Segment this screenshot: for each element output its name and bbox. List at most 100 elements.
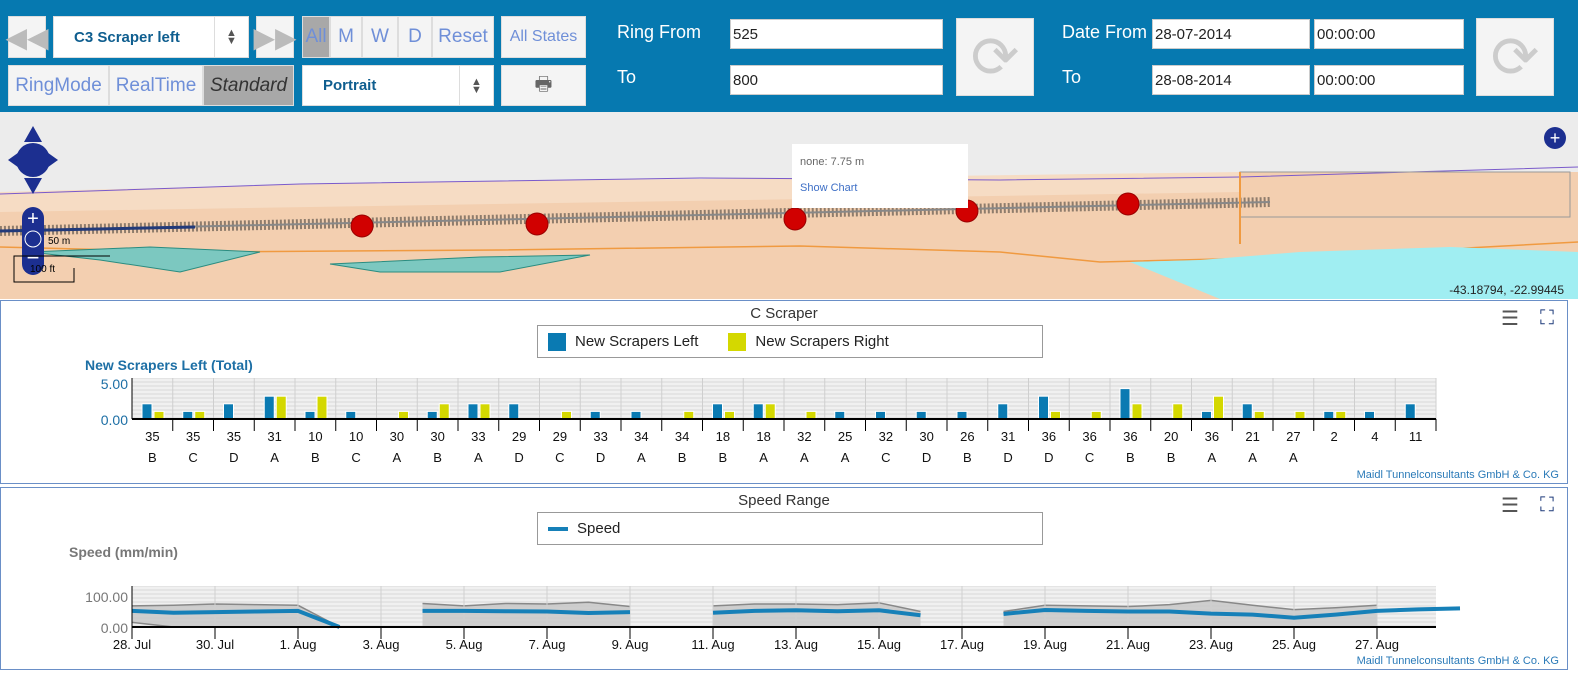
scale-bar-ft — [13, 264, 75, 283]
scraper-marker[interactable] — [350, 214, 374, 238]
bar-chart: 0.00 5.00 35 B 35 C 35 D 31 A 10 B 10 C 30 A 30 B 33 A 29 D 29… — [101, 376, 1437, 465]
refresh-ring-button[interactable]: ⟳ — [956, 18, 1034, 96]
bar — [438, 403, 450, 420]
scraper-marker[interactable] — [783, 207, 807, 231]
select-arrows-icon: ▲ ▼ — [459, 66, 493, 105]
x-tick-label: 18 — [756, 429, 770, 444]
ring-from-input[interactable] — [730, 19, 943, 49]
refresh-icon: ⟳ — [970, 25, 1020, 90]
previous-button[interactable]: ◀◀ — [5, 16, 49, 58]
legend-left-label[interactable]: New Scrapers Left — [575, 333, 699, 350]
date-from-input[interactable] — [1152, 19, 1310, 49]
line-chart: 28. Jul 30. Jul 1. Aug 3. Aug 5. Aug 7. Aug 9.… — [85, 586, 1461, 652]
x-tick-label: C — [1085, 450, 1094, 465]
x-tick-label: B — [678, 450, 687, 465]
x-tick-label: B — [719, 450, 728, 465]
all-states-button[interactable]: All States — [501, 16, 586, 58]
bar — [479, 403, 491, 420]
realtime-button[interactable]: RealTime — [109, 65, 203, 106]
x-tick-label: 30 — [919, 429, 933, 444]
bar — [956, 410, 968, 420]
menu-icon[interactable]: ☰ — [1501, 308, 1519, 330]
menu-icon[interactable]: ☰ — [1501, 495, 1519, 517]
x-tick-label: A — [1248, 450, 1257, 465]
fullscreen-icon[interactable]: ⛶ — [1540, 494, 1554, 516]
globe-icon[interactable] — [24, 230, 42, 248]
ringmode-button[interactable]: RingMode — [8, 65, 109, 106]
x-tick-label: 29 — [512, 429, 526, 444]
plus-icon: + — [1550, 128, 1561, 148]
period-day-button[interactable]: D — [398, 16, 432, 58]
bar — [508, 403, 520, 420]
next-button[interactable]: ▶▶ — [253, 16, 297, 58]
bar — [345, 410, 357, 420]
zoom-out-icon[interactable]: − — [27, 245, 40, 270]
select-arrows-icon: ▲ ▼ — [214, 17, 248, 57]
ring-to-input[interactable] — [730, 65, 943, 95]
print-button[interactable]: 🖶 — [501, 65, 586, 106]
scale-label-ft: 100 ft — [30, 264, 56, 275]
x-tick-label: 1. Aug — [280, 637, 317, 652]
scraper-select[interactable]: C3 Scraper left ▲ ▼ — [53, 16, 249, 58]
map-canvas: + − + — [0, 126, 1578, 299]
x-tick-label: 25. Aug — [1272, 637, 1316, 652]
bar — [1213, 395, 1224, 420]
x-tick-label: A — [637, 450, 646, 465]
x-tick-label: 36 — [1123, 429, 1137, 444]
x-tick-label: 36 — [1042, 429, 1056, 444]
zoom-bar[interactable] — [22, 207, 44, 275]
x-tick-label: 4 — [1371, 429, 1378, 444]
credit-link[interactable]: Maidl Tunnelconsultants GmbH & Co. KG — [1356, 655, 1559, 667]
x-tick-label: 11 — [1409, 429, 1423, 444]
layer-switcher-icon[interactable] — [1544, 127, 1566, 149]
bar — [1038, 395, 1049, 420]
tunnel-map[interactable]: + − + 50 m 100 ft none: 7.75 m Show Char… — [0, 112, 1578, 299]
legend-speed-label[interactable]: Speed — [577, 520, 621, 537]
scraper-marker[interactable] — [1116, 192, 1140, 216]
bar — [223, 403, 234, 420]
date-to-input[interactable] — [1152, 65, 1310, 95]
bar — [561, 410, 572, 420]
bar — [875, 410, 886, 420]
orientation-select[interactable]: Portrait ▲ ▼ — [302, 65, 494, 106]
x-tick-label: 32 — [879, 429, 893, 444]
show-chart-link[interactable]: Show Chart — [800, 182, 858, 194]
water-area — [1130, 247, 1578, 299]
y-tick-label: 5.00 — [101, 376, 128, 392]
y-tick-label: 0.00 — [101, 620, 128, 636]
x-tick-label: B — [311, 450, 320, 465]
speed-max-line — [712, 602, 921, 613]
period-month-button[interactable]: M — [330, 16, 362, 58]
time-from-input[interactable] — [1314, 19, 1464, 49]
time-to-input[interactable] — [1314, 65, 1464, 95]
date-to-label: To — [1062, 67, 1082, 87]
bar — [764, 403, 776, 420]
x-tick-label: 33 — [471, 429, 485, 444]
legend-right-label[interactable]: New Scrapers Right — [755, 333, 889, 350]
credit-link[interactable]: Maidl Tunnelconsultants GmbH & Co. KG — [1356, 469, 1559, 481]
fullscreen-icon[interactable]: ⛶ — [1540, 307, 1554, 329]
coordinates: -43.18794, -22.99445 — [1449, 283, 1564, 297]
bar — [1131, 403, 1143, 420]
pan-control[interactable] — [8, 126, 58, 194]
y-axis-title: Speed (mm/min) — [69, 544, 178, 560]
bar — [1050, 410, 1061, 420]
x-tick-label: 35 — [186, 429, 200, 444]
standard-button[interactable]: Standard — [203, 65, 294, 106]
bar — [712, 403, 723, 420]
x-tick-label: D — [1003, 450, 1012, 465]
reset-button[interactable]: Reset — [432, 16, 494, 58]
x-tick-label: 30 — [430, 429, 444, 444]
x-tick-label: 23. Aug — [1189, 637, 1233, 652]
bar — [1323, 410, 1335, 420]
speed-line — [712, 608, 921, 618]
period-all-button[interactable]: All — [302, 16, 330, 58]
popup-text: none: 7.75 m — [800, 156, 865, 168]
x-tick-label: 10 — [308, 429, 322, 444]
period-week-button[interactable]: W — [362, 16, 398, 58]
refresh-date-button[interactable]: ⟳ — [1476, 18, 1554, 96]
zoom-in-icon[interactable]: + — [27, 208, 39, 230]
bar — [304, 410, 316, 420]
scraper-marker[interactable] — [525, 212, 549, 236]
x-tick-label: A — [474, 450, 483, 465]
